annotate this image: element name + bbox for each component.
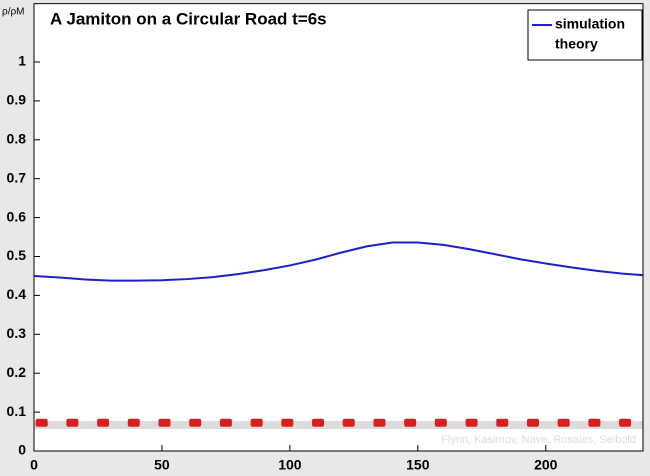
car [66, 418, 79, 427]
axes-frame [33, 3, 644, 452]
y-tick-label: 0.7 [7, 169, 27, 185]
car [434, 418, 447, 427]
y-tick-label: 0.5 [7, 247, 27, 263]
x-tick-label: 200 [534, 457, 558, 473]
car [557, 418, 570, 427]
series-line [33, 241, 644, 282]
car [35, 418, 48, 427]
car [588, 418, 601, 427]
chart-title: A Jamiton on a Circular Road t=6s [50, 9, 327, 28]
y-tick-label: 0.8 [7, 131, 27, 147]
car [373, 418, 386, 427]
car [465, 418, 478, 427]
y-tick-label: 1 [18, 53, 26, 69]
car [158, 418, 171, 427]
x-tick-label: 100 [278, 457, 302, 473]
y-tick-label: 0 [18, 442, 26, 458]
car [219, 418, 232, 427]
car [189, 418, 202, 427]
x-tick-label: 50 [154, 457, 170, 473]
y-tick-label: 0.3 [7, 325, 27, 341]
car [250, 418, 263, 427]
y-axis-label: ρ/ρM [2, 7, 25, 18]
road [34, 421, 643, 429]
y-tick-label: 0.1 [7, 403, 27, 419]
car [496, 418, 509, 427]
y-tick-label: 0.4 [7, 286, 27, 302]
legend-label: theory [555, 36, 598, 52]
car [281, 418, 294, 427]
car [97, 418, 110, 427]
x-tick-label: 150 [406, 457, 430, 473]
car [404, 418, 417, 427]
x-tick-label: 0 [30, 457, 38, 473]
legend-box [527, 9, 643, 61]
y-tick-label: 0.9 [7, 92, 27, 108]
plot-area [34, 3, 643, 451]
car [312, 418, 325, 427]
car [619, 418, 632, 427]
y-tick-label: 0.2 [7, 364, 27, 380]
car [526, 418, 539, 427]
legend-label: simulation [555, 16, 625, 32]
car [127, 418, 140, 427]
y-tick-label: 0.6 [7, 208, 27, 224]
credit: Flynn, Kasimov, Nave, Rosales, Seibold [441, 434, 636, 446]
car [342, 418, 355, 427]
